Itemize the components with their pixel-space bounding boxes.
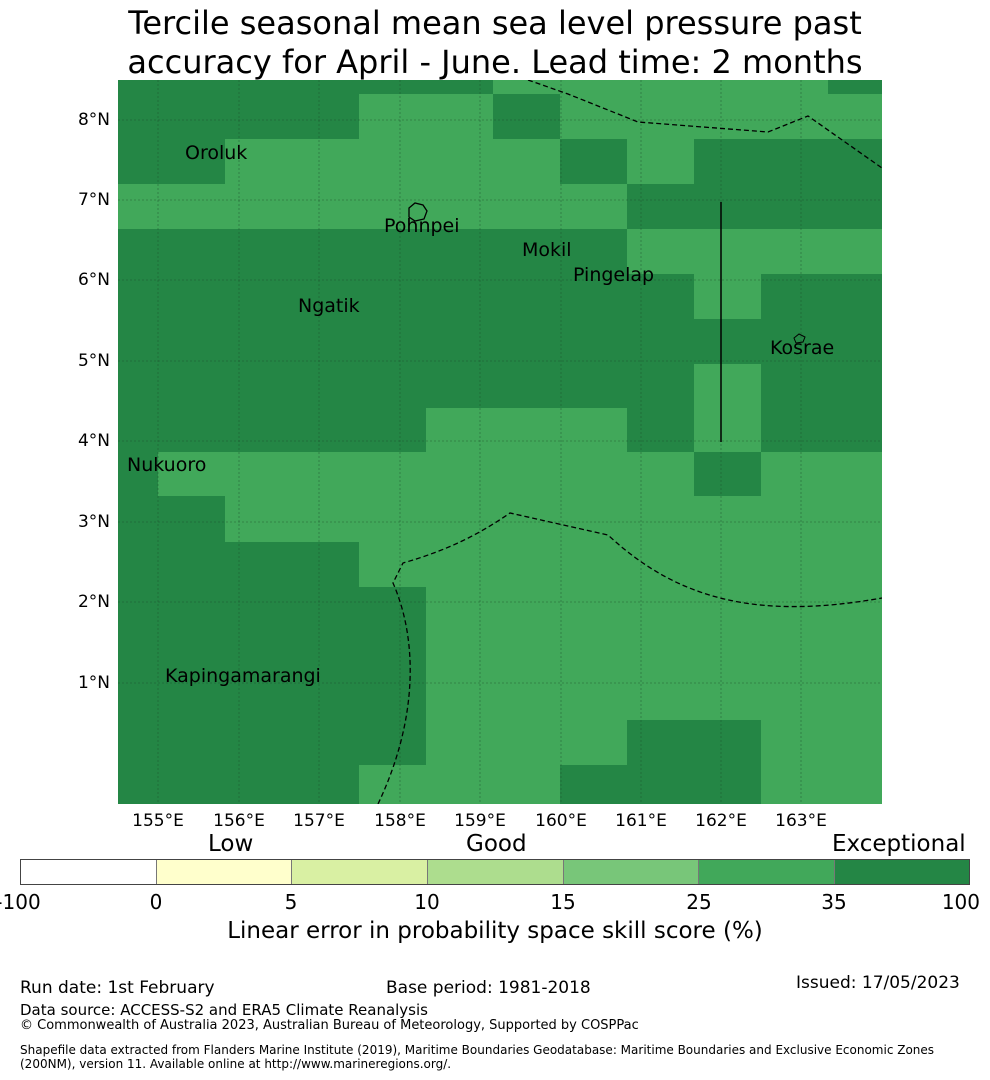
lon-label-156e: 156°E (213, 811, 265, 831)
lon-label-155e: 155°E (132, 811, 184, 831)
skill-grid (118, 80, 882, 804)
grid-cell-dark (694, 452, 761, 496)
grid-cell-dark (627, 184, 882, 229)
grid-cell-dark (627, 364, 694, 452)
colorbar-tick: 100 (941, 890, 980, 914)
colorbar-tick: -100 (0, 890, 41, 914)
colorbar-segment (835, 860, 969, 884)
grid-cell-dark (118, 542, 359, 587)
grid-cell-dark (118, 229, 627, 408)
colorbar-segment (157, 860, 292, 884)
colorbar-tick: 5 (284, 890, 298, 914)
place-ngatik: Ngatik (298, 295, 360, 317)
grid-cell-dark (118, 587, 426, 765)
lat-label-7n: 7°N (77, 190, 110, 210)
colorbar-segment (428, 860, 564, 884)
lon-label-162e: 162°E (695, 811, 747, 831)
place-kapingamarangi: Kapingamarangi (165, 665, 321, 687)
lon-label-158e: 158°E (374, 811, 426, 831)
category-good: Good (466, 831, 527, 857)
data-source: Data source: ACCESS-S2 and ERA5 Climate … (20, 1001, 428, 1019)
place-pohnpei: Pohnpei (384, 215, 460, 237)
grid-cell-dark (761, 364, 882, 452)
grid-cell-dark (627, 319, 882, 364)
colorbar-segment (292, 860, 428, 884)
grid-cell-dark (118, 765, 359, 804)
grid-cell-dark (118, 80, 493, 94)
grid-cell-dark (493, 94, 560, 139)
grid-cell-dark (694, 139, 882, 184)
issued-date: Issued: 17/05/2023 (796, 973, 960, 993)
lat-label-4n: 4°N (77, 431, 110, 451)
lon-label-159e: 159°E (454, 811, 506, 831)
skill-map (118, 80, 882, 804)
title-line-2: accuracy for April - June. Lead time: 2 … (127, 43, 863, 81)
place-pingelap: Pingelap (573, 264, 655, 286)
copyright: © Commonwealth of Australia 2023, Austra… (20, 1018, 639, 1033)
grid-cell-dark (560, 765, 761, 804)
grid-cell-dark (118, 139, 225, 184)
lat-label-8n: 8°N (77, 110, 110, 130)
grid-cell-dark (118, 452, 158, 496)
category-exceptional: Exceptional (832, 831, 966, 857)
colorbar-tick: 35 (821, 890, 847, 914)
place-kosrae: Kosrae (770, 337, 835, 359)
category-low: Low (208, 831, 254, 857)
grid-cell-dark (118, 408, 426, 452)
lon-label-157e: 157°E (293, 811, 345, 831)
base-period: Base period: 1981-2018 (386, 978, 591, 998)
lon-label-161e: 161°E (615, 811, 667, 831)
lon-label-160e: 160°E (535, 811, 587, 831)
kosrae-island-shape (793, 333, 806, 344)
colorbar-tick: 10 (414, 890, 440, 914)
grid-cell-dark (118, 496, 225, 542)
run-date: Run date: 1st February (20, 978, 215, 998)
lat-label-5n: 5°N (77, 351, 110, 371)
colorbar-tick: 15 (550, 890, 576, 914)
eez-boundaries (377, 80, 882, 804)
place-mokil: Mokil (522, 239, 572, 261)
lat-label-2n: 2°N (77, 592, 110, 612)
chart-title: Tercile seasonal mean sea level pressure… (0, 4, 990, 82)
lat-label-6n: 6°N (77, 270, 110, 290)
title-line-1: Tercile seasonal mean sea level pressure… (128, 4, 862, 42)
lat-label-3n: 3°N (77, 512, 110, 532)
colorbar-segment (21, 860, 157, 884)
colorbar-tick: 0 (149, 890, 163, 914)
grid-cell-dark (560, 139, 627, 184)
colorbar-segment (699, 860, 835, 884)
grid-cell-dark (627, 720, 761, 765)
shapefile-credit: Shapefile data extracted from Flanders M… (20, 1043, 935, 1071)
place-nukuoro: Nukuoro (127, 454, 207, 476)
colorbar-segment (564, 860, 699, 884)
colorbar-tick: 25 (686, 890, 712, 914)
pohnpei-island-shape (408, 202, 428, 222)
lat-label-1n: 1°N (77, 673, 110, 693)
place-oroluk: Oroluk (185, 142, 248, 164)
grid-cell-dark (828, 80, 882, 94)
colorbar-label: Linear error in probability space skill … (227, 918, 763, 944)
grid-cell-dark (627, 274, 694, 319)
colorbar (20, 859, 970, 885)
grid-cell-dark (118, 94, 359, 139)
lon-label-163e: 163°E (775, 811, 827, 831)
